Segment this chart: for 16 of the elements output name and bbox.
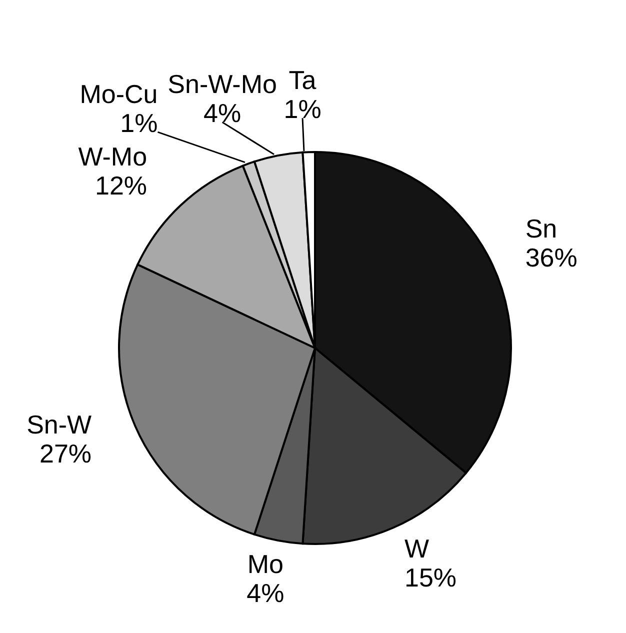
data-label: 4% xyxy=(204,98,242,128)
slice-label: Ta xyxy=(288,65,317,96)
data-label: 15% xyxy=(404,562,457,592)
slice-label: W xyxy=(404,533,430,564)
data-label: 1% xyxy=(120,108,158,138)
slice-label: W-Mo xyxy=(78,142,148,172)
slice-label: Sn-W-Mo xyxy=(168,69,277,100)
slice-label: Mo xyxy=(247,548,284,579)
data-label: 12% xyxy=(95,170,148,201)
data-label: 27% xyxy=(40,438,92,469)
data-label: 4% xyxy=(246,578,284,608)
slice-label: Sn xyxy=(525,214,558,244)
data-label: 1% xyxy=(284,94,322,124)
slice-label: Sn-W xyxy=(26,410,92,440)
slice-label: Mo-Cu xyxy=(80,79,158,110)
data-label: 36% xyxy=(525,242,578,273)
